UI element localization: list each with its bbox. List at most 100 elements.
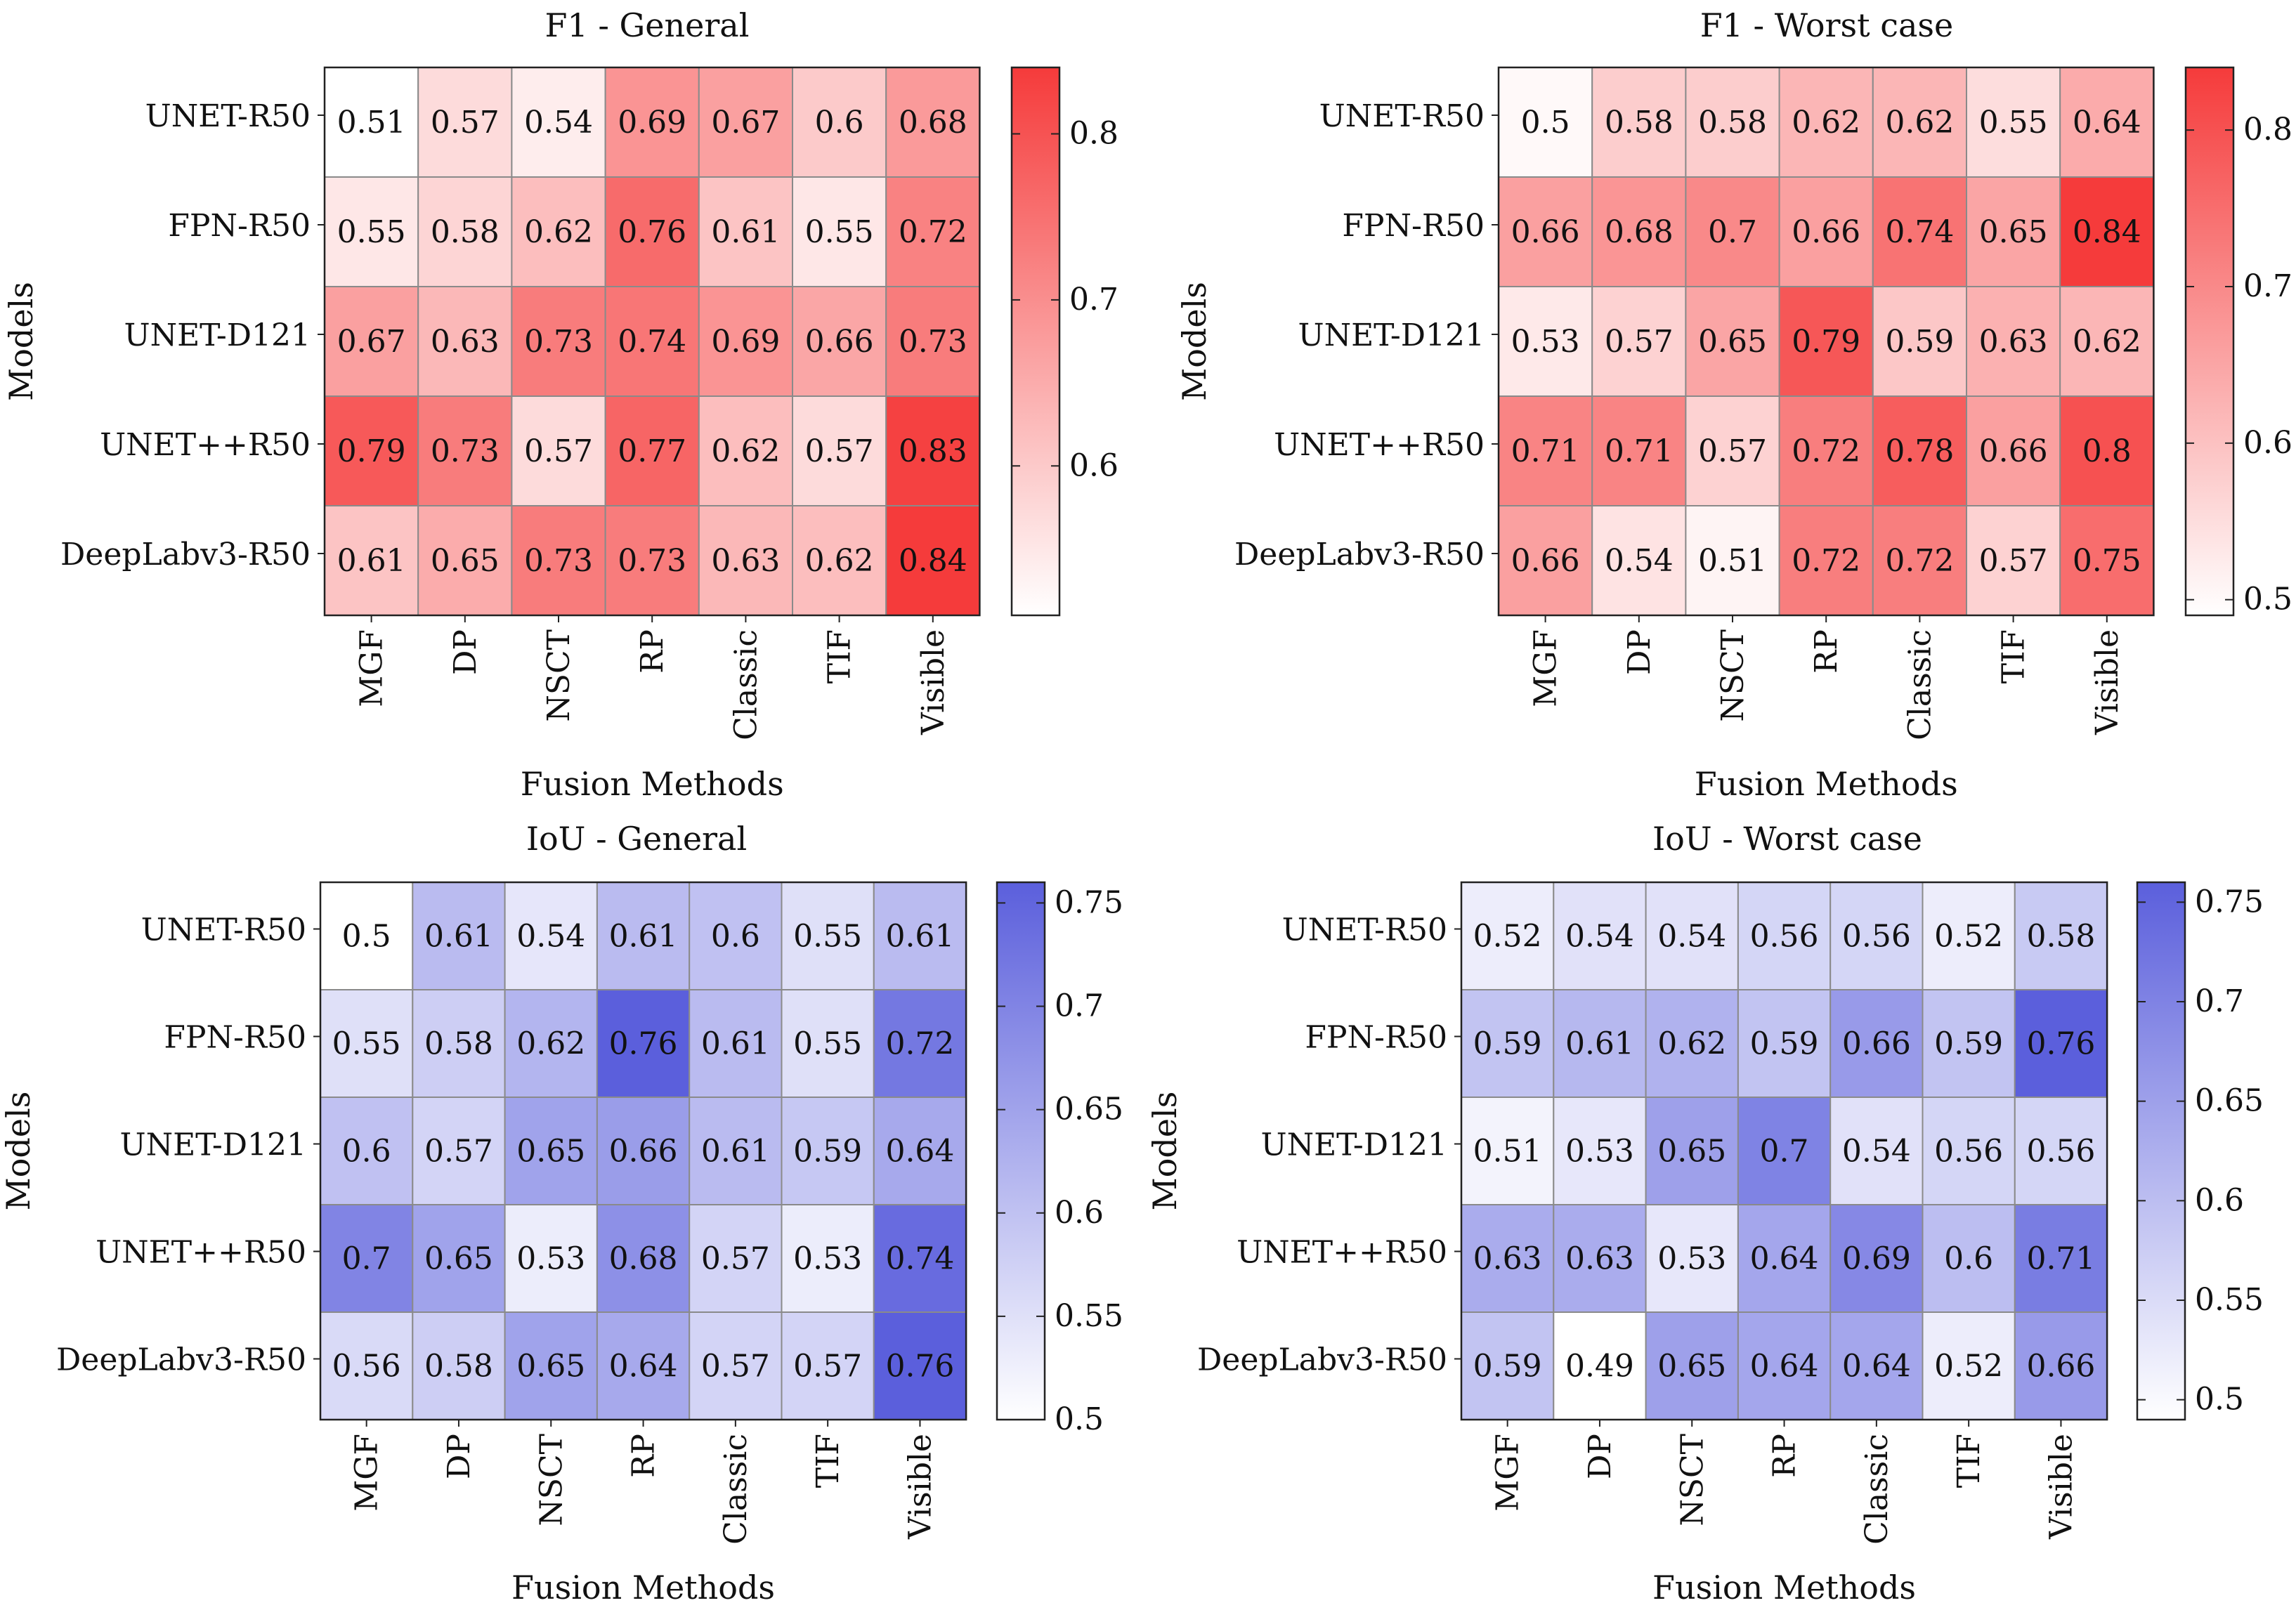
x-tick-label: Visible — [915, 629, 951, 735]
cell-value-label: 0.59 — [793, 1134, 862, 1170]
cell-value-label: 0.64 — [1842, 1349, 1911, 1385]
cell-value-label: 0.52 — [1934, 919, 2003, 955]
cell-value-label: 0.57 — [1698, 433, 1767, 469]
cell-value-label: 0.76 — [885, 1349, 954, 1385]
x-tick-label: Classic — [1902, 629, 1938, 740]
cell-value-label: 0.55 — [337, 214, 406, 250]
cell-value-label: 0.62 — [524, 214, 593, 250]
heatmap-cell — [2014, 882, 2108, 990]
cell-value-label: 0.59 — [1750, 1026, 1819, 1062]
cell-value-label: 0.66 — [1511, 543, 1580, 579]
heatmap-cell — [511, 286, 606, 397]
heatmap-cell — [2014, 989, 2108, 1098]
heatmap-cell — [1591, 176, 1687, 287]
cell-value-label: 0.5 — [1521, 105, 1570, 140]
heatmap-panel-3: IoU - General 0.5 0.61 0.54 0.61 0.6 0.55 0.61 0… — [0, 820, 1123, 1606]
y-tick-label: DeepLabv3-R50 — [1197, 1342, 1447, 1378]
cell-value-label: 0.65 — [1657, 1134, 1726, 1170]
heatmap-cell — [1922, 1097, 2016, 1205]
cell-value-label: 0.76 — [618, 214, 686, 250]
x-axis-label: Fusion Methods — [521, 765, 784, 803]
cell-value-label: 0.64 — [2073, 105, 2141, 140]
cell-value-label: 0.66 — [805, 324, 874, 360]
heatmap-cell — [2014, 1204, 2108, 1313]
y-axis-label: Models — [1146, 1092, 1184, 1211]
cell-value-label: 0.56 — [2026, 1134, 2095, 1170]
cell-value-label: 0.65 — [1657, 1349, 1726, 1385]
heatmap-cell — [1591, 505, 1687, 616]
cell-value-label: 0.55 — [1979, 105, 2048, 140]
x-tick-label: NSCT — [541, 629, 577, 722]
cell-value-label: 0.73 — [618, 543, 686, 579]
cell-value-label: 0.57 — [1605, 324, 1674, 360]
x-tick-label: DP — [1622, 629, 1657, 675]
cell-value-label: 0.61 — [711, 214, 780, 250]
heatmap-panel-4: IoU - Worst case 0.52 0.54 0.54 0.56 0.56 0.52… — [1146, 820, 2264, 1606]
x-tick-label: DP — [448, 629, 483, 675]
cell-value-label: 0.59 — [1473, 1026, 1542, 1062]
x-tick-label: NSCT — [533, 1434, 569, 1526]
cell-value-label: 0.71 — [1605, 433, 1674, 469]
heatmap-cell — [885, 395, 981, 506]
cell-value-label: 0.69 — [1842, 1241, 1911, 1277]
chart-title: F1 - Worst case — [1700, 6, 1954, 44]
x-axis-label: Fusion Methods — [511, 1569, 775, 1606]
cell-value-label: 0.55 — [793, 919, 862, 955]
cell-value-label: 0.66 — [609, 1134, 678, 1170]
cell-value-label: 0.62 — [711, 433, 780, 469]
x-tick-label: Classic — [718, 1434, 754, 1545]
cell-value-label: 0.66 — [1979, 433, 2048, 469]
heatmap-cell — [511, 176, 606, 287]
heatmap-cell — [1737, 1097, 1832, 1205]
x-tick-label: RP — [1808, 629, 1844, 674]
cell-value-label: 0.56 — [1842, 919, 1911, 955]
cell-value-label: 0.56 — [1934, 1134, 2003, 1170]
cell-value-label: 0.58 — [1605, 105, 1674, 140]
cell-value-label: 0.52 — [1934, 1349, 2003, 1385]
cell-value-label: 0.55 — [793, 1026, 862, 1062]
heatmap-cell — [1922, 1204, 2016, 1313]
cell-value-label: 0.66 — [2026, 1349, 2095, 1385]
cell-value-label: 0.68 — [1605, 214, 1674, 250]
cell-value-label: 0.58 — [2026, 919, 2095, 955]
cell-value-label: 0.73 — [524, 543, 593, 579]
y-tick-label: FPN-R50 — [164, 1020, 306, 1056]
y-axis-label: Models — [1175, 282, 1213, 401]
heatmap-cell — [504, 1204, 598, 1313]
y-tick-label: UNET-D121 — [119, 1127, 306, 1163]
heatmap-cell — [511, 505, 606, 616]
cell-value-label: 0.66 — [1792, 214, 1860, 250]
cell-value-label: 0.61 — [701, 1026, 770, 1062]
y-tick-label: UNET++R50 — [96, 1235, 306, 1271]
cell-value-label: 0.53 — [793, 1241, 862, 1277]
cell-value-label: 0.72 — [899, 214, 967, 250]
cell-value-label: 0.5 — [342, 919, 391, 955]
cell-value-label: 0.72 — [1792, 433, 1860, 469]
heatmap-cell — [873, 1311, 967, 1420]
heatmap-cell — [1685, 395, 1780, 506]
y-tick-label: DeepLabv3-R50 — [1234, 537, 1485, 572]
cell-value-label: 0.59 — [1934, 1026, 2003, 1062]
heatmap-cell — [781, 1311, 875, 1420]
heatmap-cell — [873, 1097, 967, 1205]
cell-value-label: 0.51 — [1698, 543, 1767, 579]
heatmap-cell — [604, 286, 700, 397]
cell-value-label: 0.73 — [899, 324, 967, 360]
x-tick-label: MGF — [349, 1434, 385, 1512]
y-tick-label: UNET-R50 — [141, 912, 306, 948]
cell-value-label: 0.61 — [1565, 1026, 1634, 1062]
cell-value-label: 0.67 — [337, 324, 406, 360]
heatmap-cell — [1778, 176, 1874, 287]
cell-value-label: 0.67 — [711, 105, 780, 140]
cell-value-label: 0.53 — [516, 1241, 585, 1277]
y-tick-label: DeepLabv3-R50 — [56, 1342, 306, 1378]
cell-value-label: 0.78 — [1885, 433, 1954, 469]
cell-value-label: 0.63 — [711, 543, 780, 579]
cell-value-label: 0.53 — [1657, 1241, 1726, 1277]
heatmap-cell — [1553, 1311, 1647, 1420]
y-tick-label: UNET++R50 — [100, 427, 311, 463]
heatmap-cell — [1778, 505, 1874, 616]
cell-value-label: 0.59 — [1473, 1349, 1542, 1385]
cell-value-label: 0.51 — [1473, 1134, 1542, 1170]
